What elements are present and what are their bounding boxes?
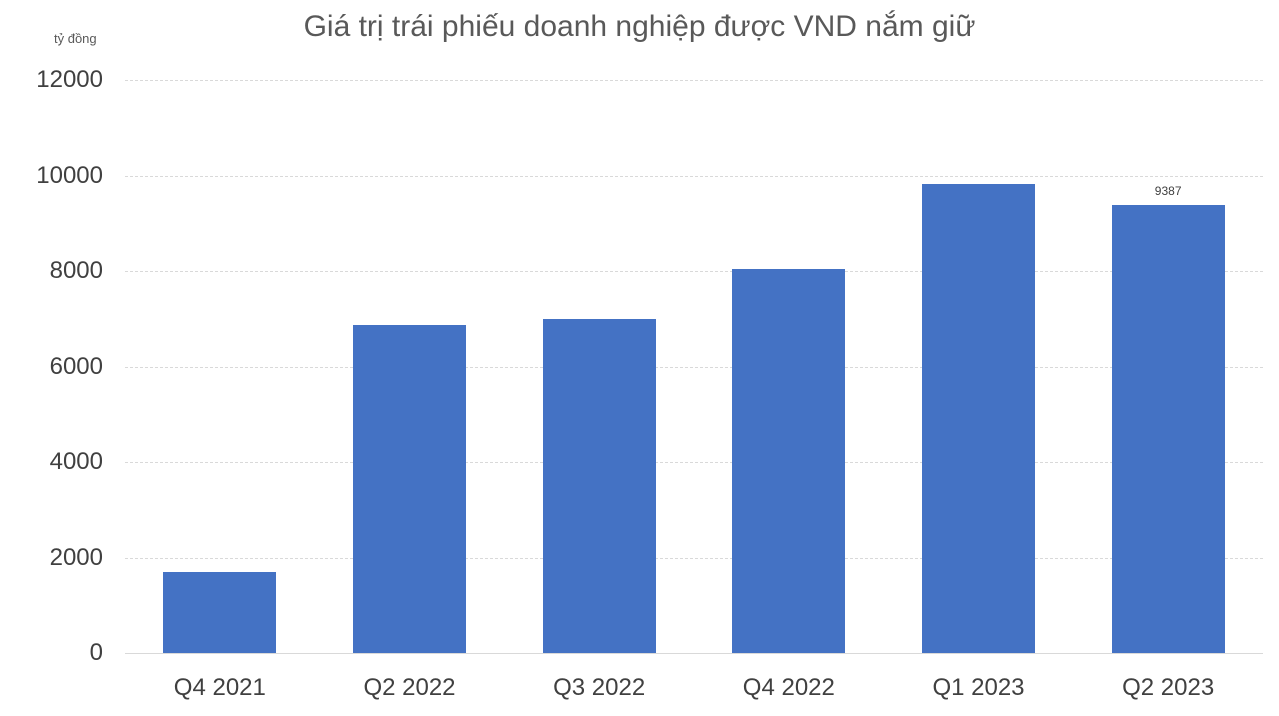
y-tick-label: 6000: [49, 352, 103, 380]
bar: [1111, 204, 1225, 653]
plot-area: 9387: [125, 80, 1263, 654]
gridline: [125, 80, 1263, 81]
x-category-label: Q2 2022: [363, 674, 456, 701]
gridline: [125, 462, 1263, 463]
y-tick-label: 12000: [36, 66, 103, 93]
y-axis-unit-label: tỷ đồng: [54, 31, 97, 46]
bar: [542, 318, 656, 653]
bar: [163, 571, 277, 653]
gridline: [125, 557, 1263, 559]
bar: [922, 183, 1035, 653]
x-category-label: Q4 2021: [173, 674, 266, 701]
y-tick-label: 0: [89, 639, 103, 666]
y-tick-label: 10000: [36, 161, 103, 189]
bar-data-label: 9387: [1154, 183, 1182, 198]
y-tick-label: 4000: [49, 448, 103, 475]
chart-title: Giá trị trái phiếu doanh nghiệp được VND…: [303, 10, 976, 43]
bar: [353, 325, 466, 653]
gridline: [125, 366, 1263, 368]
x-category-label: Q2 2023: [1122, 674, 1215, 701]
x-category-label: Q1 2023: [932, 674, 1025, 701]
x-category-label: Q4 2022: [742, 674, 835, 701]
gridline: [125, 175, 1263, 177]
x-category-label: Q3 2022: [553, 674, 646, 701]
y-tick-label: 8000: [49, 257, 103, 284]
gridline: [125, 271, 1263, 272]
y-tick-label: 2000: [49, 543, 103, 571]
bar: [732, 268, 846, 653]
